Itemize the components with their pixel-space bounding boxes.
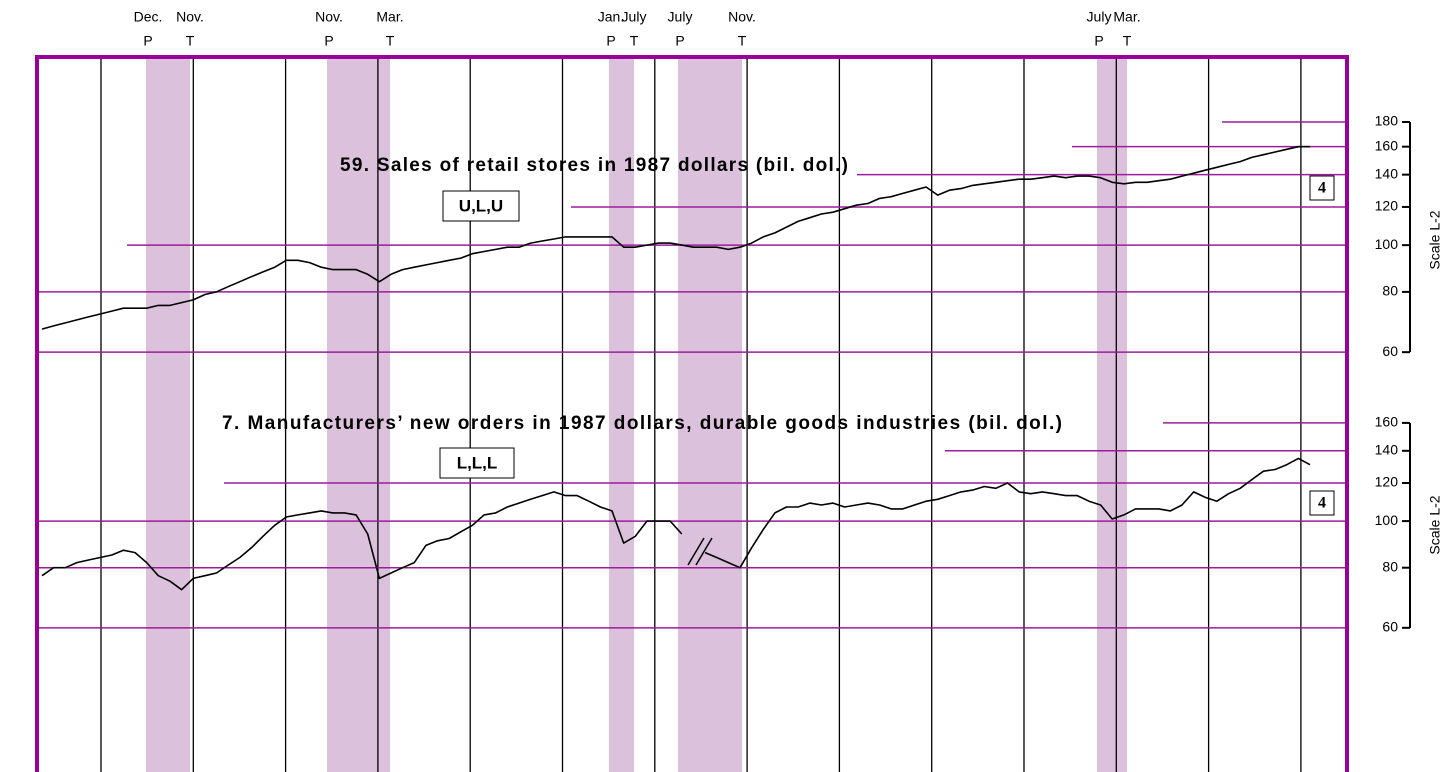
y-tick-label: 60 [1382,619,1398,635]
series-break [687,537,713,566]
y-tick-label: 120 [1375,198,1399,214]
trough-label: T [630,33,639,49]
recession-shading [146,57,1127,772]
code-label: U,L,U [459,196,503,215]
peak-label: P [606,33,615,49]
trough-month: Nov. [728,9,756,25]
peak-label: P [675,33,684,49]
series-line [41,457,1311,591]
y-tick-label: 60 [1382,343,1398,359]
recession-band [609,57,634,772]
y-tick-label: 80 [1382,558,1398,574]
year-lines [100,57,1302,772]
peak-month: Nov. [315,9,343,25]
peak-label: P [324,33,333,49]
recession-band [1097,57,1127,772]
y-tick-label: 100 [1375,236,1399,252]
code-box [439,447,515,479]
trough-month: July [622,9,647,25]
trough-label: T [186,33,195,49]
recession-band [146,57,190,772]
y-tick-label: 100 [1375,512,1399,528]
y-tick-label: 180 [1375,113,1399,129]
chart-title: 7. Manufacturers’ new orders in 1987 dol… [222,413,1062,434]
y-tick-label: 120 [1375,474,1399,490]
trough-label: T [1123,33,1132,49]
chart-title: 59. Sales of retail stores in 1987 dolla… [340,155,848,176]
y-tick-label: 160 [1375,137,1399,153]
trough-label: T [738,33,747,49]
frame [35,55,1349,772]
trough-month: Mar. [376,9,403,25]
scale-label: Scale L-2 [1427,495,1443,554]
peak-month: July [668,9,693,25]
peak-month: Dec. [134,9,163,25]
plot-layer: 60 80 100 120 140 160 180 Scale L-2 59. Sales of… [37,113,1443,635]
badge: 4 [1318,180,1326,197]
code-box [442,190,520,222]
peak-month: July [1087,9,1112,25]
code-label: L,L,L [457,453,498,472]
series-line [41,145,1310,330]
recession-band [327,57,390,772]
badge: 4 [1318,495,1326,512]
peak-month: Jan. [598,9,624,25]
y-tick-label: 140 [1375,442,1399,458]
recession-band [678,57,742,772]
y-tick-label: 140 [1375,165,1399,181]
trough-month: Nov. [176,9,204,25]
trough-label: T [386,33,395,49]
peak-label: P [1094,33,1103,49]
peak-label: P [143,33,152,49]
y-tick-label: 80 [1382,283,1398,299]
trough-month: Mar. [1113,9,1140,25]
y-tick-label: 160 [1375,414,1399,430]
badge-box [1309,175,1335,201]
badge-box [1309,490,1335,516]
scale-label: Scale L-2 [1427,210,1443,269]
